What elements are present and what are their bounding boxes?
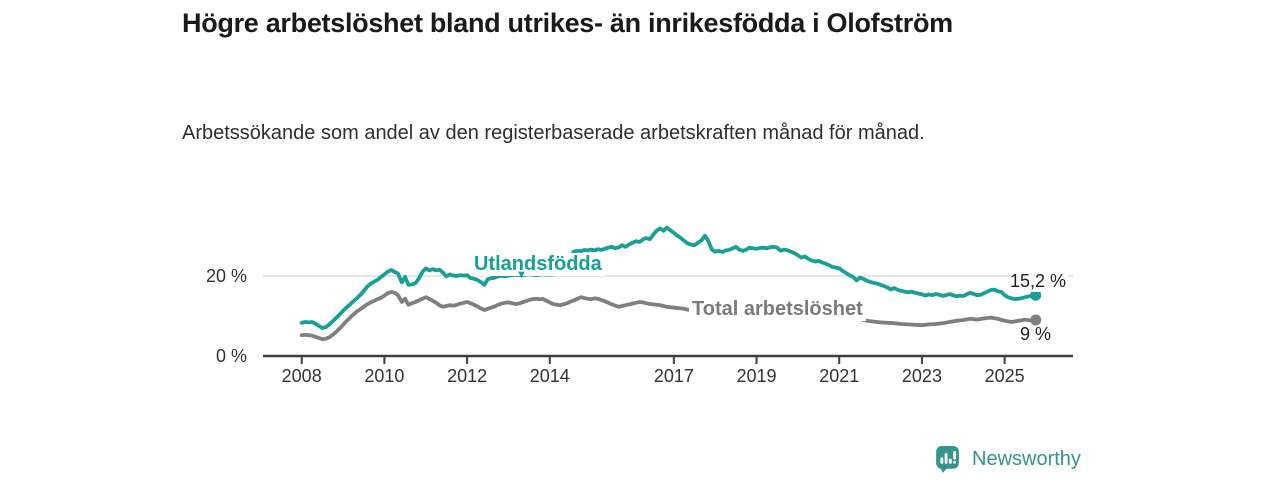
x-axis-tick-label: 2012 bbox=[447, 366, 488, 386]
newsworthy-logo-icon bbox=[936, 446, 959, 473]
series-line-0 bbox=[299, 225, 1038, 330]
series-end-dot-1 bbox=[1030, 314, 1042, 326]
brand-name: Newsworthy bbox=[972, 448, 1081, 470]
end-value-label-total: 9 % bbox=[1020, 324, 1052, 344]
series-pointer-triangle-icon: ▼ bbox=[516, 269, 527, 281]
page-subtitle: Arbetssökande som andel av den registerb… bbox=[182, 122, 925, 144]
x-axis-tick-label: 2023 bbox=[901, 366, 942, 386]
x-axis-tick-label: 2019 bbox=[736, 366, 777, 386]
y-axis-tick-label: 20 % bbox=[205, 266, 247, 286]
page-title: Högre arbetslöshet bland utrikes- än inr… bbox=[182, 8, 953, 38]
x-axis-tick-label: 2008 bbox=[281, 366, 322, 386]
x-axis-tick-label: 2017 bbox=[653, 366, 694, 386]
x-axis-tick-label: 2014 bbox=[529, 366, 570, 386]
end-value-label-utlandsfodda: 15,2 % bbox=[1008, 271, 1069, 292]
series-label-utlandsfodda: Utlandsfödda bbox=[471, 253, 605, 276]
series-end-dot-0 bbox=[1030, 289, 1042, 301]
y-axis-tick-label: 0 % bbox=[215, 346, 247, 366]
x-axis-tick-label: 2010 bbox=[364, 366, 405, 386]
series-label-total: Total arbetslöshet bbox=[689, 298, 866, 321]
x-axis-tick-label: 2021 bbox=[819, 366, 860, 386]
newsworthy-brand-link[interactable]: Newsworthy bbox=[936, 446, 1081, 473]
x-axis-tick-label: 2025 bbox=[984, 366, 1025, 386]
series-line-1 bbox=[299, 290, 1038, 342]
